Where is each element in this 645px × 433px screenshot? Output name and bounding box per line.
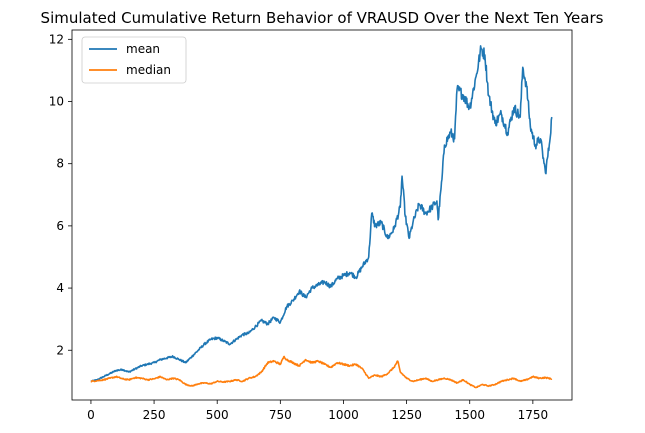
x-tick-label: 1000: [328, 408, 359, 422]
plot-frame: [71, 29, 573, 401]
x-tick-label: 750: [269, 408, 292, 422]
series-layer: [90, 45, 553, 389]
legend: mean median: [81, 36, 187, 84]
y-tick-label: 6: [56, 219, 64, 233]
y-tick-label: 10: [49, 95, 64, 109]
chart-title: Simulated Cumulative Return Behavior of …: [41, 9, 604, 27]
y-tick-label: 8: [56, 157, 64, 171]
series-line-mean: [90, 45, 553, 383]
x-tick-label: 1750: [518, 408, 549, 422]
x-axis: 0 250 500 750 1000 1250 1500 1750: [87, 400, 548, 422]
x-tick-label: 1500: [454, 408, 485, 422]
y-tick-label: 4: [56, 281, 64, 295]
y-tick-label: 12: [49, 32, 64, 46]
legend-label-median: median: [126, 63, 171, 77]
x-tick-label: 500: [206, 408, 229, 422]
series-line-median: [90, 355, 553, 389]
x-tick-label: 250: [143, 408, 166, 422]
y-tick-label: 2: [56, 343, 64, 357]
x-tick-label: 0: [87, 408, 95, 422]
legend-label-mean: mean: [126, 42, 160, 56]
y-axis: 2 4 6 8 10 12: [49, 32, 72, 357]
x-tick-label: 1250: [391, 408, 422, 422]
